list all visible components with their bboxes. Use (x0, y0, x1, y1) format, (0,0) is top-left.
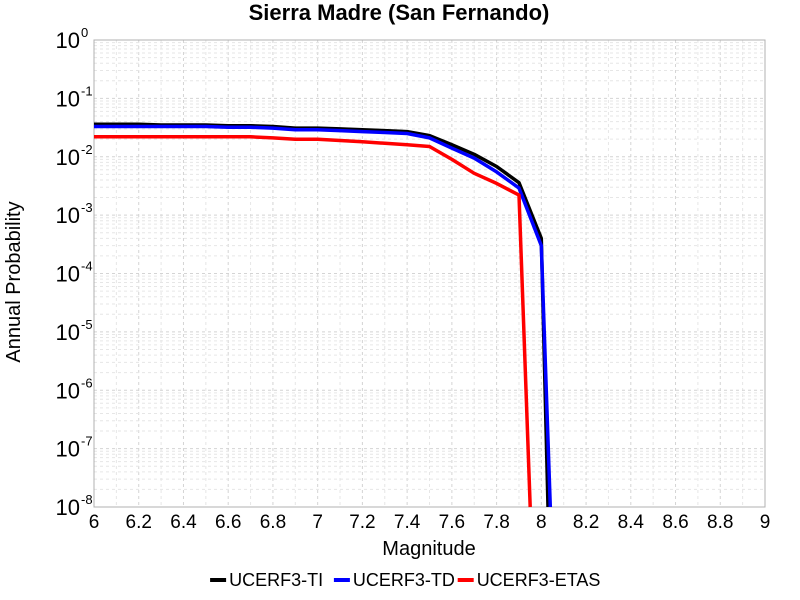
legend-item: UCERF3-TD (333, 570, 455, 590)
x-tick-label: 6.4 (170, 512, 197, 533)
y-tick-label: 10 -7 (56, 434, 93, 462)
x-tick-label: 9 (760, 512, 771, 533)
x-tick-label: 6.2 (126, 512, 152, 533)
y-tick-base: 10 (56, 495, 80, 520)
y-tick-base: 10 (56, 437, 80, 462)
y-tick-exponent: -7 (81, 434, 93, 449)
y-tick-base: 10 (56, 203, 80, 228)
y-tick-base: 10 (56, 145, 80, 170)
x-tick-label: 8.4 (618, 512, 645, 533)
y-tick-base: 10 (56, 28, 80, 53)
legend-label: UCERF3-TD (353, 570, 455, 590)
x-tick-label: 8.6 (662, 512, 688, 533)
legend-label: UCERF3-TI (229, 570, 323, 590)
y-tick-exponent: -1 (81, 83, 93, 98)
legend-item: UCERF3-TI (210, 570, 323, 590)
legend-label: UCERF3-ETAS (477, 570, 601, 590)
x-tick-label: 8 (536, 512, 547, 533)
y-tick-exponent: -5 (81, 317, 93, 332)
y-tick-label: 10 -3 (56, 200, 93, 228)
y-tick-exponent: -3 (81, 200, 93, 215)
x-tick-label: 7.6 (439, 512, 465, 533)
y-tick-exponent: 0 (81, 25, 88, 40)
x-tick-label: 7.4 (394, 512, 421, 533)
series-line-ucerf3-etas (94, 135, 532, 508)
x-tick-label: 7.2 (349, 512, 375, 533)
y-tick-label: 10 -5 (56, 317, 93, 345)
x-tick-label: 6.6 (215, 512, 241, 533)
x-tick-label: 7 (312, 512, 323, 533)
y-tick-exponent: -4 (81, 259, 93, 274)
y-tick-exponent: -2 (81, 142, 93, 157)
x-tick-label: 7.8 (483, 512, 509, 533)
series-line-ucerf3-td (94, 124, 553, 508)
x-tick-label: 8.8 (707, 512, 733, 533)
legend-item: UCERF3-ETAS (457, 570, 601, 590)
y-tick-exponent: -6 (81, 375, 93, 390)
y-tick-base: 10 (56, 378, 80, 403)
y-axis-label: Annual Probability (3, 201, 25, 362)
y-tick-label: 10 -6 (56, 375, 93, 403)
chart-title: Sierra Madre (San Fernando) (249, 0, 550, 25)
x-tick-label: 8.2 (573, 512, 599, 533)
series-lines (94, 122, 553, 508)
series-line-ucerf3-ti (94, 122, 550, 508)
x-tick-label: 6 (89, 512, 100, 533)
x-axis-ticks: 6 6.2 6.4 6.6 6.8 7 7.2 7.4 7.6 7.8 8 8.2 8.4 8.6 8.8 9 (89, 512, 771, 533)
x-axis-label: Magnitude (382, 538, 475, 560)
plot-area-frame (93, 39, 766, 508)
y-tick-label: 10 0 (56, 25, 89, 53)
x-tick-label: 6.8 (260, 512, 286, 533)
y-tick-exponent: -8 (81, 492, 93, 507)
y-tick-base: 10 (56, 320, 80, 345)
y-tick-label: 10 -2 (56, 142, 93, 170)
grid-lines (93, 39, 766, 508)
y-tick-label: 10 -4 (56, 259, 93, 287)
y-tick-label: 10 -8 (56, 492, 93, 520)
y-tick-base: 10 (56, 86, 80, 111)
y-tick-base: 10 (56, 262, 80, 287)
legend: UCERF3-TI UCERF3-TD UCERF3-ETAS (210, 570, 600, 590)
y-tick-label: 10 -1 (56, 83, 93, 111)
